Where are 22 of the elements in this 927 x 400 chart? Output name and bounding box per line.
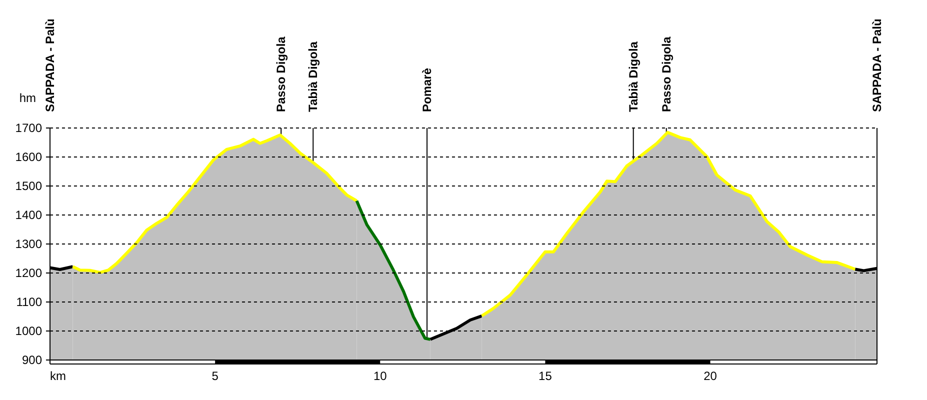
y-tick-label: 1000 [15, 324, 42, 338]
y-tick-label: 900 [22, 353, 42, 368]
x-tick-label: 15 [538, 369, 552, 383]
ref-line-label: Passo Digola [274, 36, 288, 112]
y-tick-label: 1700 [15, 121, 42, 136]
x-tick-label: km [50, 369, 66, 383]
ref-line-label: Pomarè [420, 68, 434, 112]
y-tick-label: 1200 [15, 266, 42, 280]
x-tick-label: 10 [373, 369, 388, 383]
y-axis-title: hm [19, 91, 36, 105]
ref-line-label: Tabià Digola [626, 41, 640, 112]
ref-line-label: SAPPADA - Palù [870, 18, 884, 112]
ref-line-label: Tabià Digola [306, 41, 320, 112]
ref-line-label: SAPPADA - Palù [43, 18, 57, 112]
y-tick-label: 1400 [15, 208, 42, 222]
y-tick-label: 1500 [15, 179, 42, 194]
ref-line-label: Passo Digola [659, 36, 674, 112]
y-tick-label: 1300 [15, 237, 42, 252]
y-tick-label: 1100 [16, 295, 42, 310]
y-tick-label: 1600 [15, 150, 42, 164]
x-tick-label: 5 [212, 369, 219, 383]
x-tick-label: 20 [704, 369, 718, 383]
